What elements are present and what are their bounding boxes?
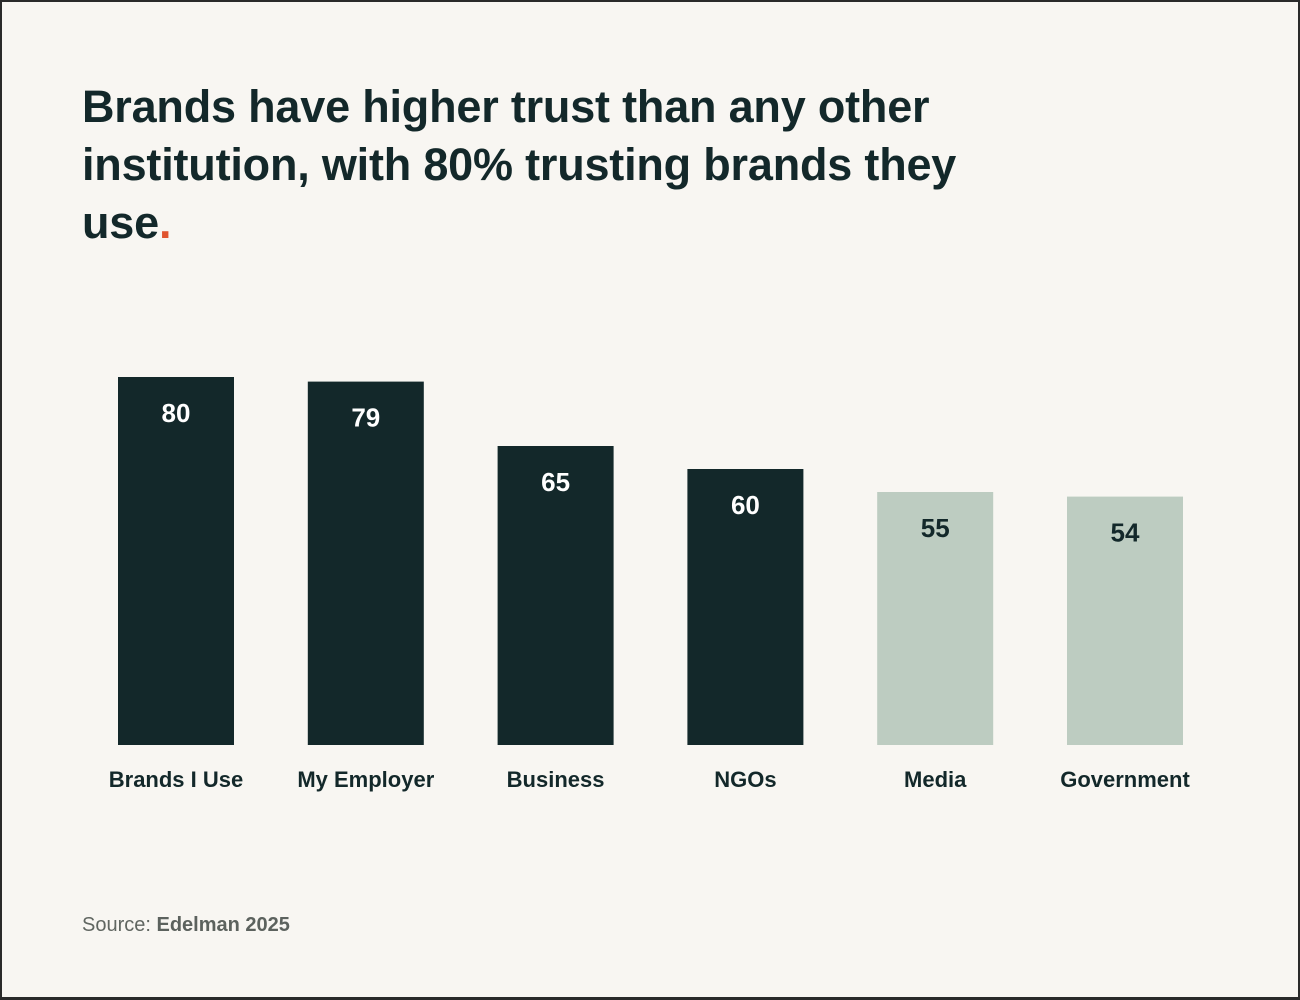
category-label: Brands I Use <box>109 767 244 792</box>
bar-government <box>1067 496 1183 745</box>
category-label: Media <box>904 767 967 792</box>
value-label: 80 <box>162 398 191 428</box>
accent-dot: . <box>158 197 172 248</box>
category-label: Business <box>507 767 605 792</box>
value-label: 79 <box>351 403 380 433</box>
bar-my-employer <box>307 381 424 745</box>
category-label: My Employer <box>297 767 434 792</box>
bar-brands-i-use <box>118 377 234 745</box>
chart-title: Brands have higher trust than any other … <box>82 78 1042 252</box>
value-label: 60 <box>731 490 760 520</box>
bar-ngos <box>687 469 804 745</box>
value-label: 54 <box>1111 518 1140 548</box>
category-label: NGOs <box>714 767 776 792</box>
source-note: Source: Edelman 2025 <box>82 914 290 937</box>
value-label: 55 <box>921 513 950 543</box>
value-label: 65 <box>541 467 570 497</box>
bar-business <box>497 446 614 745</box>
source-value: Edelman 2025 <box>156 914 290 936</box>
source-label: Source: <box>82 914 151 936</box>
bar-media <box>877 492 994 745</box>
category-label: Government <box>1060 767 1190 792</box>
title-text: Brands have higher trust than any other … <box>82 81 957 248</box>
